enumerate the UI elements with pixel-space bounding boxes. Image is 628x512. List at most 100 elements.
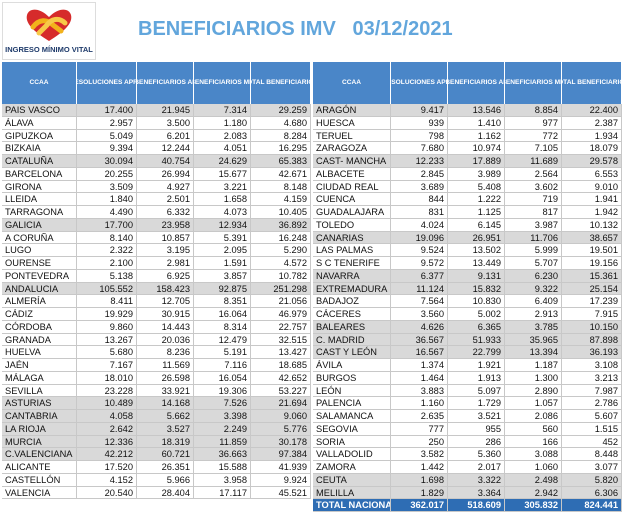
cell-value: 3.322 (448, 473, 505, 487)
region-name: ÁLAVA (2, 116, 77, 130)
cell-value: 977 (505, 116, 562, 130)
cell-value: 97.384 (251, 448, 311, 461)
cell-value: 8.314 (194, 320, 251, 334)
region-name: TOLEDO (313, 218, 391, 232)
cell-value: 38.657 (562, 231, 622, 245)
cell-value: 1.057 (505, 397, 562, 410)
cell-value: 9.060 (251, 410, 311, 423)
cell-value: 2.913 (505, 308, 562, 321)
cell-value: 8.236 (137, 346, 194, 359)
cell-value: 17.117 (194, 486, 251, 500)
column-header: TOTAL BENEFICIARIOS ADULTOS (137, 62, 194, 104)
cell-value: 5.097 (448, 384, 505, 398)
cell-value: 5.138 (77, 269, 137, 283)
cell-value: 51.933 (448, 333, 505, 347)
cell-value: 3.077 (562, 461, 622, 474)
cell-value: 6.145 (448, 218, 505, 232)
region-name: CANTABRIA (2, 410, 77, 423)
cell-value: 15.588 (194, 461, 251, 474)
cell-value: 21.056 (251, 295, 311, 308)
region-name: LUGO (2, 244, 77, 257)
cell-value: 3.689 (391, 180, 448, 194)
cell-value: 20.255 (77, 167, 137, 181)
cell-value: 5.776 (251, 422, 311, 436)
cell-value: 452 (562, 435, 622, 449)
cell-value: 13.394 (505, 346, 562, 359)
cell-value: 18.319 (137, 435, 194, 449)
cell-value: 1.222 (448, 193, 505, 206)
region-name: GALICIA (2, 218, 77, 232)
cell-value: 10.132 (562, 218, 622, 232)
region-name: LA RIOJA (2, 422, 77, 436)
cell-value: 12.336 (77, 435, 137, 449)
region-name: HUELVA (2, 346, 77, 359)
cell-value: 32.515 (251, 333, 311, 347)
region-name: SORIA (313, 435, 391, 449)
cell-value: 3.108 (562, 359, 622, 372)
cell-value: 13.267 (77, 333, 137, 347)
cell-value: 772 (505, 129, 562, 143)
region-name: BARCELONA (2, 167, 77, 181)
cell-value: 9.010 (562, 180, 622, 194)
cell-value: 3.602 (505, 180, 562, 194)
cell-value: 3.989 (448, 167, 505, 181)
cell-value: 4.159 (251, 193, 311, 206)
region-name: ZAMORA (313, 461, 391, 474)
cell-value: 28.404 (137, 486, 194, 500)
region-name: ARAGÓN (313, 104, 391, 117)
logo-icon (26, 9, 72, 41)
column-header: CCAA (313, 62, 391, 104)
cell-value: 3.527 (137, 422, 194, 436)
cell-value: 42.212 (77, 448, 137, 461)
cell-value: 2.501 (137, 193, 194, 206)
cell-value: 17.400 (77, 104, 137, 117)
region-name: HUESCA (313, 116, 391, 130)
cell-value: 26.351 (137, 461, 194, 474)
cell-value: 3.958 (194, 473, 251, 487)
region-name: CIUDAD REAL (313, 180, 391, 194)
column-header: TOTAL BENEFICIARIOS MENORES (505, 62, 562, 104)
cell-value: 18.685 (251, 359, 311, 372)
cell-value: 9.394 (77, 142, 137, 155)
cell-value: 6.365 (448, 320, 505, 334)
region-name: SALAMANCA (313, 410, 391, 423)
cell-value: 7.526 (194, 397, 251, 410)
cell-value: 3.521 (448, 410, 505, 423)
cell-value: 26.598 (137, 371, 194, 385)
logo-text: INGRESO MÍNIMO VITAL (5, 45, 93, 54)
region-name: BALEARES (313, 320, 391, 334)
cell-value: 12.479 (194, 333, 251, 347)
cell-value: 8.351 (194, 295, 251, 308)
cell-value: 158.423 (137, 282, 194, 296)
cell-value: 1.187 (505, 359, 562, 372)
cell-value: 4.626 (391, 320, 448, 334)
cell-value: 1.591 (194, 257, 251, 270)
cell-value: 7.105 (505, 142, 562, 155)
region-name: S C TENERIFE (313, 257, 391, 270)
cell-value: 286 (448, 435, 505, 449)
cell-value: 831 (391, 206, 448, 219)
title: BENEFICIARIOS IMV 03/12/2021 (138, 18, 453, 40)
region-name: C.VALENCIANA (2, 448, 77, 461)
cell-value: 817 (505, 206, 562, 219)
cell-value: 3.221 (194, 180, 251, 194)
cell-value: 5.820 (562, 473, 622, 487)
column-header: TOTAL RESOLUCIONES APROBADAS (391, 62, 448, 104)
cell-value: 1.300 (505, 371, 562, 385)
cell-value: 2.642 (77, 422, 137, 436)
cell-value: 13.502 (448, 244, 505, 257)
cell-value: 20.036 (137, 333, 194, 347)
cell-value: 6.409 (505, 295, 562, 308)
region-name: SEGOVIA (313, 422, 391, 436)
cell-value: 5.408 (448, 180, 505, 194)
cell-value: 777 (391, 422, 448, 436)
cell-value: 36.193 (562, 346, 622, 359)
cell-value: 5.966 (137, 473, 194, 487)
cell-value: 1.921 (448, 359, 505, 372)
cell-value: 5.662 (137, 410, 194, 423)
cell-value: 3.088 (505, 448, 562, 461)
cell-value: 19.501 (562, 244, 622, 257)
region-name: VALENCIA (2, 486, 77, 500)
cell-value: 5.607 (562, 410, 622, 423)
region-name: PAIS VASCO (2, 104, 77, 117)
